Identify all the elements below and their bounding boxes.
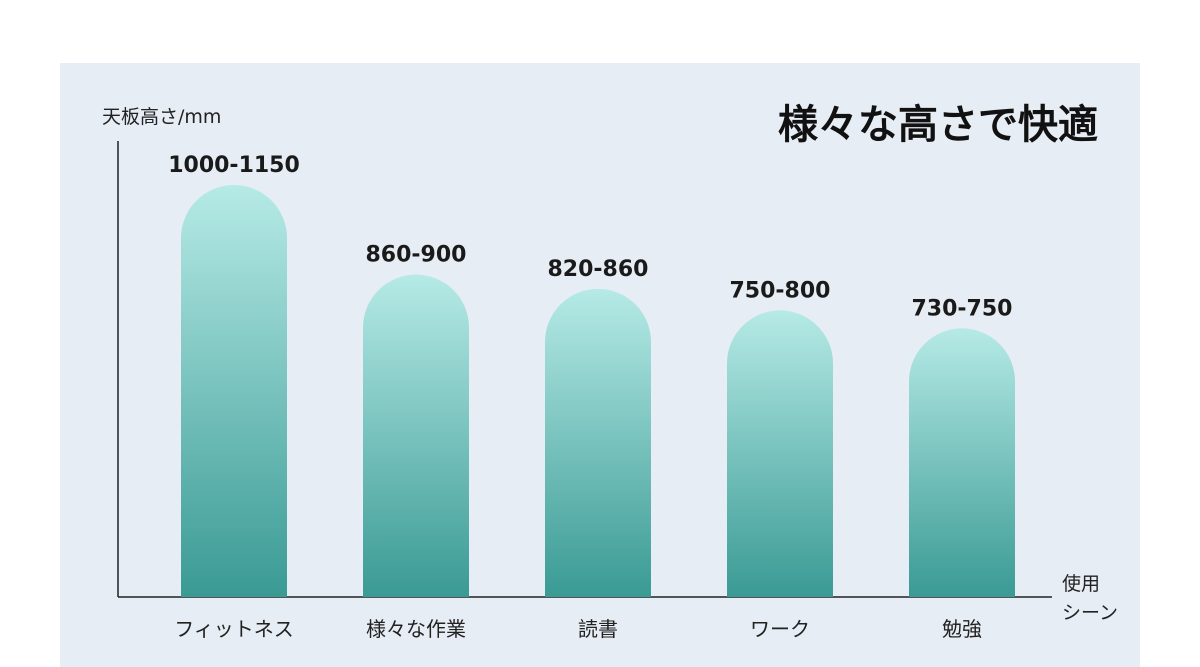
bar-3 (545, 288, 651, 597)
x-axis-label-line1: 使用 (1062, 573, 1100, 595)
bar-4 (727, 310, 833, 597)
x-axis-label-line2: シーン (1062, 602, 1118, 624)
bar-value-label: 750-800 (730, 278, 831, 303)
bar-value-label: 860-900 (366, 243, 467, 268)
chart-title: 様々な高さで快適 (778, 102, 1098, 148)
bar-1 (181, 185, 287, 597)
category-label: 様々な作業 (366, 617, 466, 641)
category-label: フィットネス (174, 617, 294, 641)
bar-chart: 様々な高さで快適 天板高さ/mm 使用 シーン 1000-1150 フィットネス 8… (102, 102, 1118, 641)
bar-value-label: 730-750 (912, 296, 1013, 321)
category-label: 読書 (578, 617, 618, 641)
y-axis-label: 天板高さ/mm (102, 106, 221, 128)
bar-value-label: 1000-1150 (168, 153, 300, 178)
bar-5 (909, 328, 1015, 597)
category-label: ワーク (750, 617, 810, 641)
category-label: 勉強 (942, 617, 982, 641)
bar-value-label: 820-860 (548, 257, 649, 282)
chart-panel: 様々な高さで快適 天板高さ/mm 使用 シーン 1000-1150 フィットネス 8… (60, 63, 1140, 667)
bars-group: 1000-1150 フィットネス 860-900 様々な作業 820-860 読書 750-… (168, 153, 1015, 641)
bar-2 (363, 274, 469, 597)
